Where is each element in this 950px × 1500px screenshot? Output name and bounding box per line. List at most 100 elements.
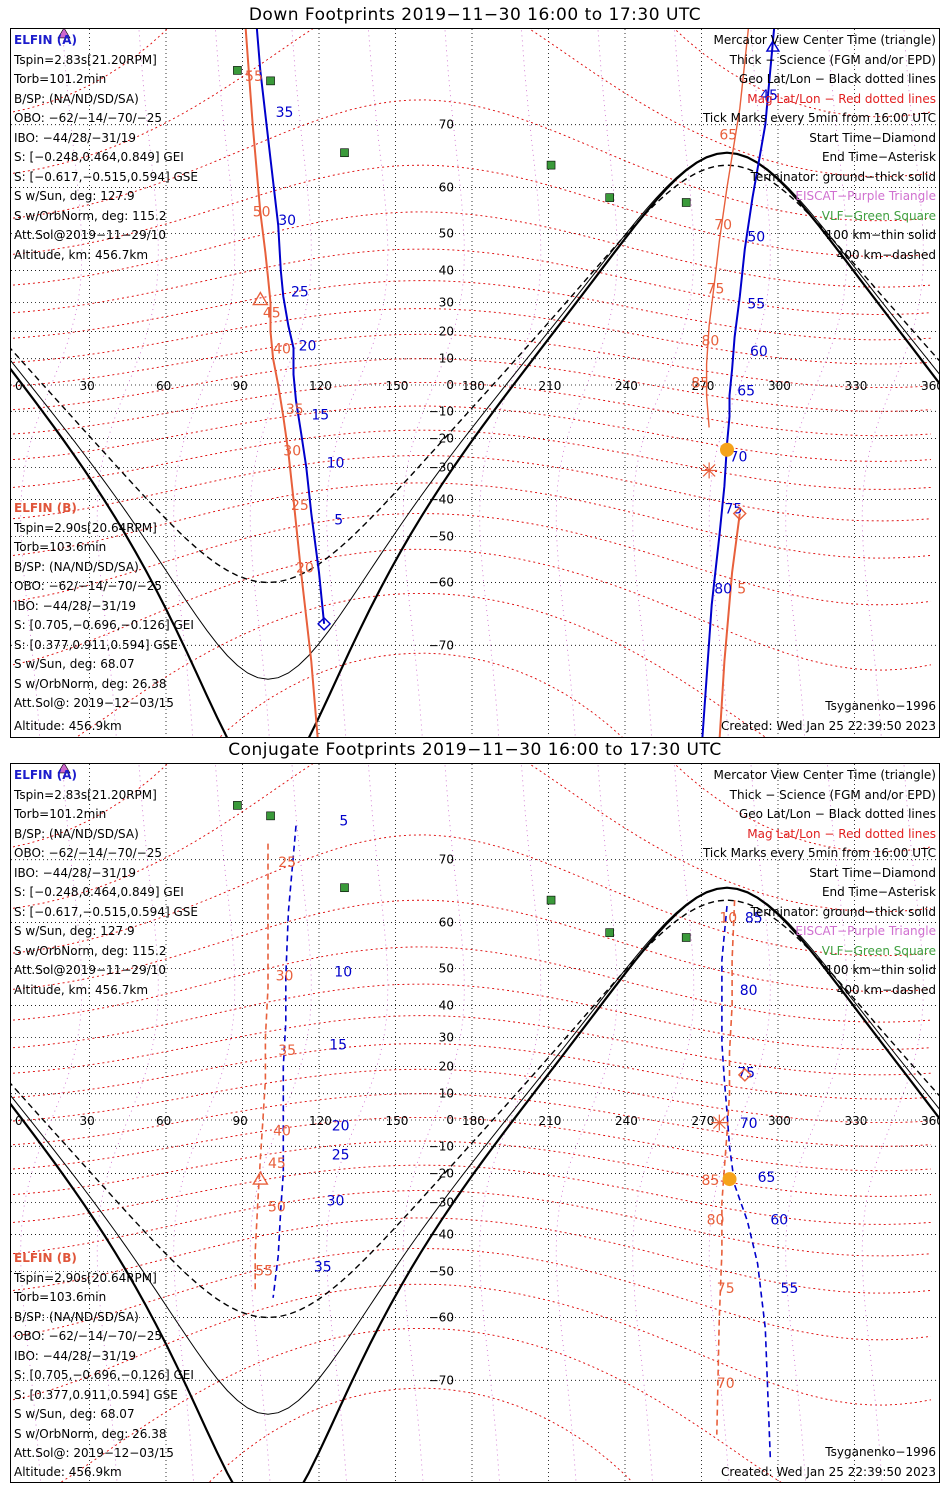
legend-geo-grid: Geo Lat/Lon − Black dotted lines — [738, 72, 936, 86]
lon-tick-label: 180 — [462, 1114, 485, 1128]
elfin-b-tspin: Tspin=2.90s[20.64RPM] — [14, 520, 157, 535]
down-footprints-map: 0306090120150180210240270300330360706050… — [11, 29, 939, 737]
elfin-b-track-east — [716, 900, 736, 1435]
lat-tick-label: 60 — [439, 915, 454, 929]
end-asterisk — [702, 464, 716, 477]
elfin-b-torb: Torb=103.6min — [14, 1290, 107, 1304]
elfin-a-bsp: B/SP: (NA/ND/SD/SA) — [14, 91, 139, 106]
legend-terminator: Terminator: ground−thick solid — [750, 904, 936, 919]
lat-tick-label: −60 — [429, 576, 454, 590]
altitude-b-line: Altitude: 456.9km — [14, 719, 122, 733]
elfin-a-time-label: 35 — [276, 105, 294, 121]
elfin-a-time-label: 65 — [737, 383, 755, 399]
elfin-b-time-label: 40 — [273, 341, 291, 357]
mag-meridian — [96, 764, 159, 1482]
mag-meridian — [785, 764, 848, 1482]
start-diamond — [317, 616, 332, 631]
mag-parallel — [12, 899, 932, 992]
mag-parallel — [12, 308, 932, 365]
mag-meridian — [249, 764, 312, 1482]
elfin-a-altitude: Altitude, km: 456.7km — [14, 982, 149, 997]
mag-parallel — [219, 652, 623, 737]
lat-tick-label: −60 — [429, 1311, 454, 1325]
legend-eiscat: EISCAT−Purple Triangle — [795, 924, 936, 938]
elfin-a-orbnorm-angle: S w/OrbNorm, deg: 115.2 — [14, 943, 167, 958]
mag-parallel — [12, 946, 932, 1023]
lat-tick-label: 10 — [439, 1087, 454, 1101]
legend-mag-grid: Mag Lat/Lon − Red dotted lines — [747, 826, 936, 841]
mag-parallel — [12, 548, 932, 671]
elfin-b-info: ELFIN (B) Tspin=2.90s[20.64RPM] Torb=103… — [14, 499, 194, 714]
elfin-a-time-label: 5 — [339, 814, 348, 830]
elfin-a-time-label: 65 — [758, 1170, 776, 1186]
vlf-station-square — [233, 66, 242, 75]
elfin-b-orbnorm-angle: S w/OrbNorm, deg: 26.38 — [14, 1426, 167, 1441]
elfin-a-header: ELFIN (A) — [14, 768, 77, 782]
elfin-a-bsp: B/SP: (NA/ND/SD/SA) — [14, 826, 139, 841]
lat-tick-label: 70 — [439, 118, 454, 132]
elfin-a-time-label: 20 — [299, 339, 317, 355]
legend-eiscat: EISCAT−Purple Triangle — [795, 189, 936, 203]
lon-tick-label: 0 — [15, 379, 23, 393]
elfin-a-sun-angle: S w/Sun, deg: 127.9 — [14, 189, 135, 203]
legend-100km: 100 km−thin solid — [825, 963, 936, 977]
sun-marker — [722, 1172, 737, 1187]
lon-tick-label: 210 — [539, 379, 562, 393]
lon-tick-label: 90 — [233, 1114, 248, 1128]
elfin-a-time-label: 25 — [291, 284, 309, 300]
mag-meridian — [249, 29, 312, 737]
mag-parallel — [12, 482, 932, 559]
center-time-triangle — [765, 39, 781, 52]
mag-meridian — [479, 764, 542, 1482]
elfin-a-time-label: 30 — [327, 1193, 345, 1209]
lat-tick-label: −30 — [429, 460, 454, 474]
legend-mag-grid: Mag Lat/Lon − Red dotted lines — [747, 91, 936, 106]
lat-tick-label: −70 — [429, 638, 454, 652]
lon-tick-label: 120 — [309, 1114, 332, 1128]
mag-parallel — [12, 1248, 932, 1341]
created-timestamp: Created: Wed Jan 25 22:39:50 2023 — [721, 719, 936, 733]
elfin-b-gei: S: [0.705,−0.696,−0.126] GEI — [14, 1368, 194, 1382]
elfin-a-time-label: 75 — [724, 502, 742, 518]
elfin-b-attsol: Att.Sol@: 2019−12−03/15 — [14, 696, 174, 710]
mag-parallel — [12, 983, 932, 1050]
elfin-a-torb: Torb=101.2min — [14, 807, 107, 821]
elfin-b-time-label: 55 — [245, 69, 263, 85]
elfin-a-gei: S: [−0.248,0.464,0.849] GEI — [14, 885, 184, 899]
elfin-a-track-east — [701, 29, 776, 737]
mag-parallel — [12, 1217, 932, 1294]
elfin-b-time-label: 45 — [263, 305, 281, 321]
elfin-a-altitude: Altitude, km: 456.7km — [14, 247, 149, 262]
vlf-station-square — [605, 193, 615, 202]
mag-meridian — [173, 764, 236, 1482]
elfin-a-obo: OBO: −62/−14/−70/−25 — [14, 111, 162, 125]
lat-tick-label: −20 — [429, 1166, 454, 1180]
elfin-a-attsol: Att.Sol@2019−11−29/10 — [14, 963, 167, 977]
lat-tick-label: −40 — [429, 492, 454, 506]
elfin-a-time-label: 35 — [314, 1260, 332, 1276]
elfin-b-bsp: B/SP: (NA/ND/SD/SA) — [14, 559, 139, 574]
end-asterisk — [712, 1116, 726, 1130]
elfin-b-track-west — [244, 29, 319, 737]
elfin-b-time-label: 45 — [268, 1156, 286, 1172]
elfin-b-time-label: 80 — [707, 1212, 725, 1228]
legend-geo-grid: Geo Lat/Lon − Black dotted lines — [738, 807, 936, 821]
terminator-100km — [11, 152, 939, 680]
elfin-a-gse: S: [−0.617,−0.515,0.594] GSE — [14, 169, 198, 184]
model-label: Tsyganenko−1996 — [825, 699, 936, 713]
mag-meridian — [555, 29, 618, 737]
mag-meridian — [708, 764, 771, 1482]
elfin-b-time-label: 85 — [691, 376, 709, 392]
legend-end-asterisk: End Time−Asterisk — [821, 885, 936, 899]
elfin-b-time-label: 70 — [714, 217, 732, 233]
mag-meridian — [326, 764, 389, 1482]
elfin-a-time-label: 10 — [334, 964, 352, 980]
elfin-b-time-label: 80 — [702, 333, 720, 349]
elfin-b-time-label: 50 — [253, 204, 271, 220]
legend-400km: 400 km−dashed — [836, 982, 936, 997]
elfin-b-time-label: 55 — [255, 1264, 273, 1280]
lat-tick-label: −30 — [429, 1195, 454, 1209]
lat-tick-label: 50 — [439, 226, 454, 240]
legend: Mercator View Center Time (triangle) Thi… — [703, 766, 936, 1000]
elfin-a-time-label: 55 — [781, 1281, 799, 1297]
